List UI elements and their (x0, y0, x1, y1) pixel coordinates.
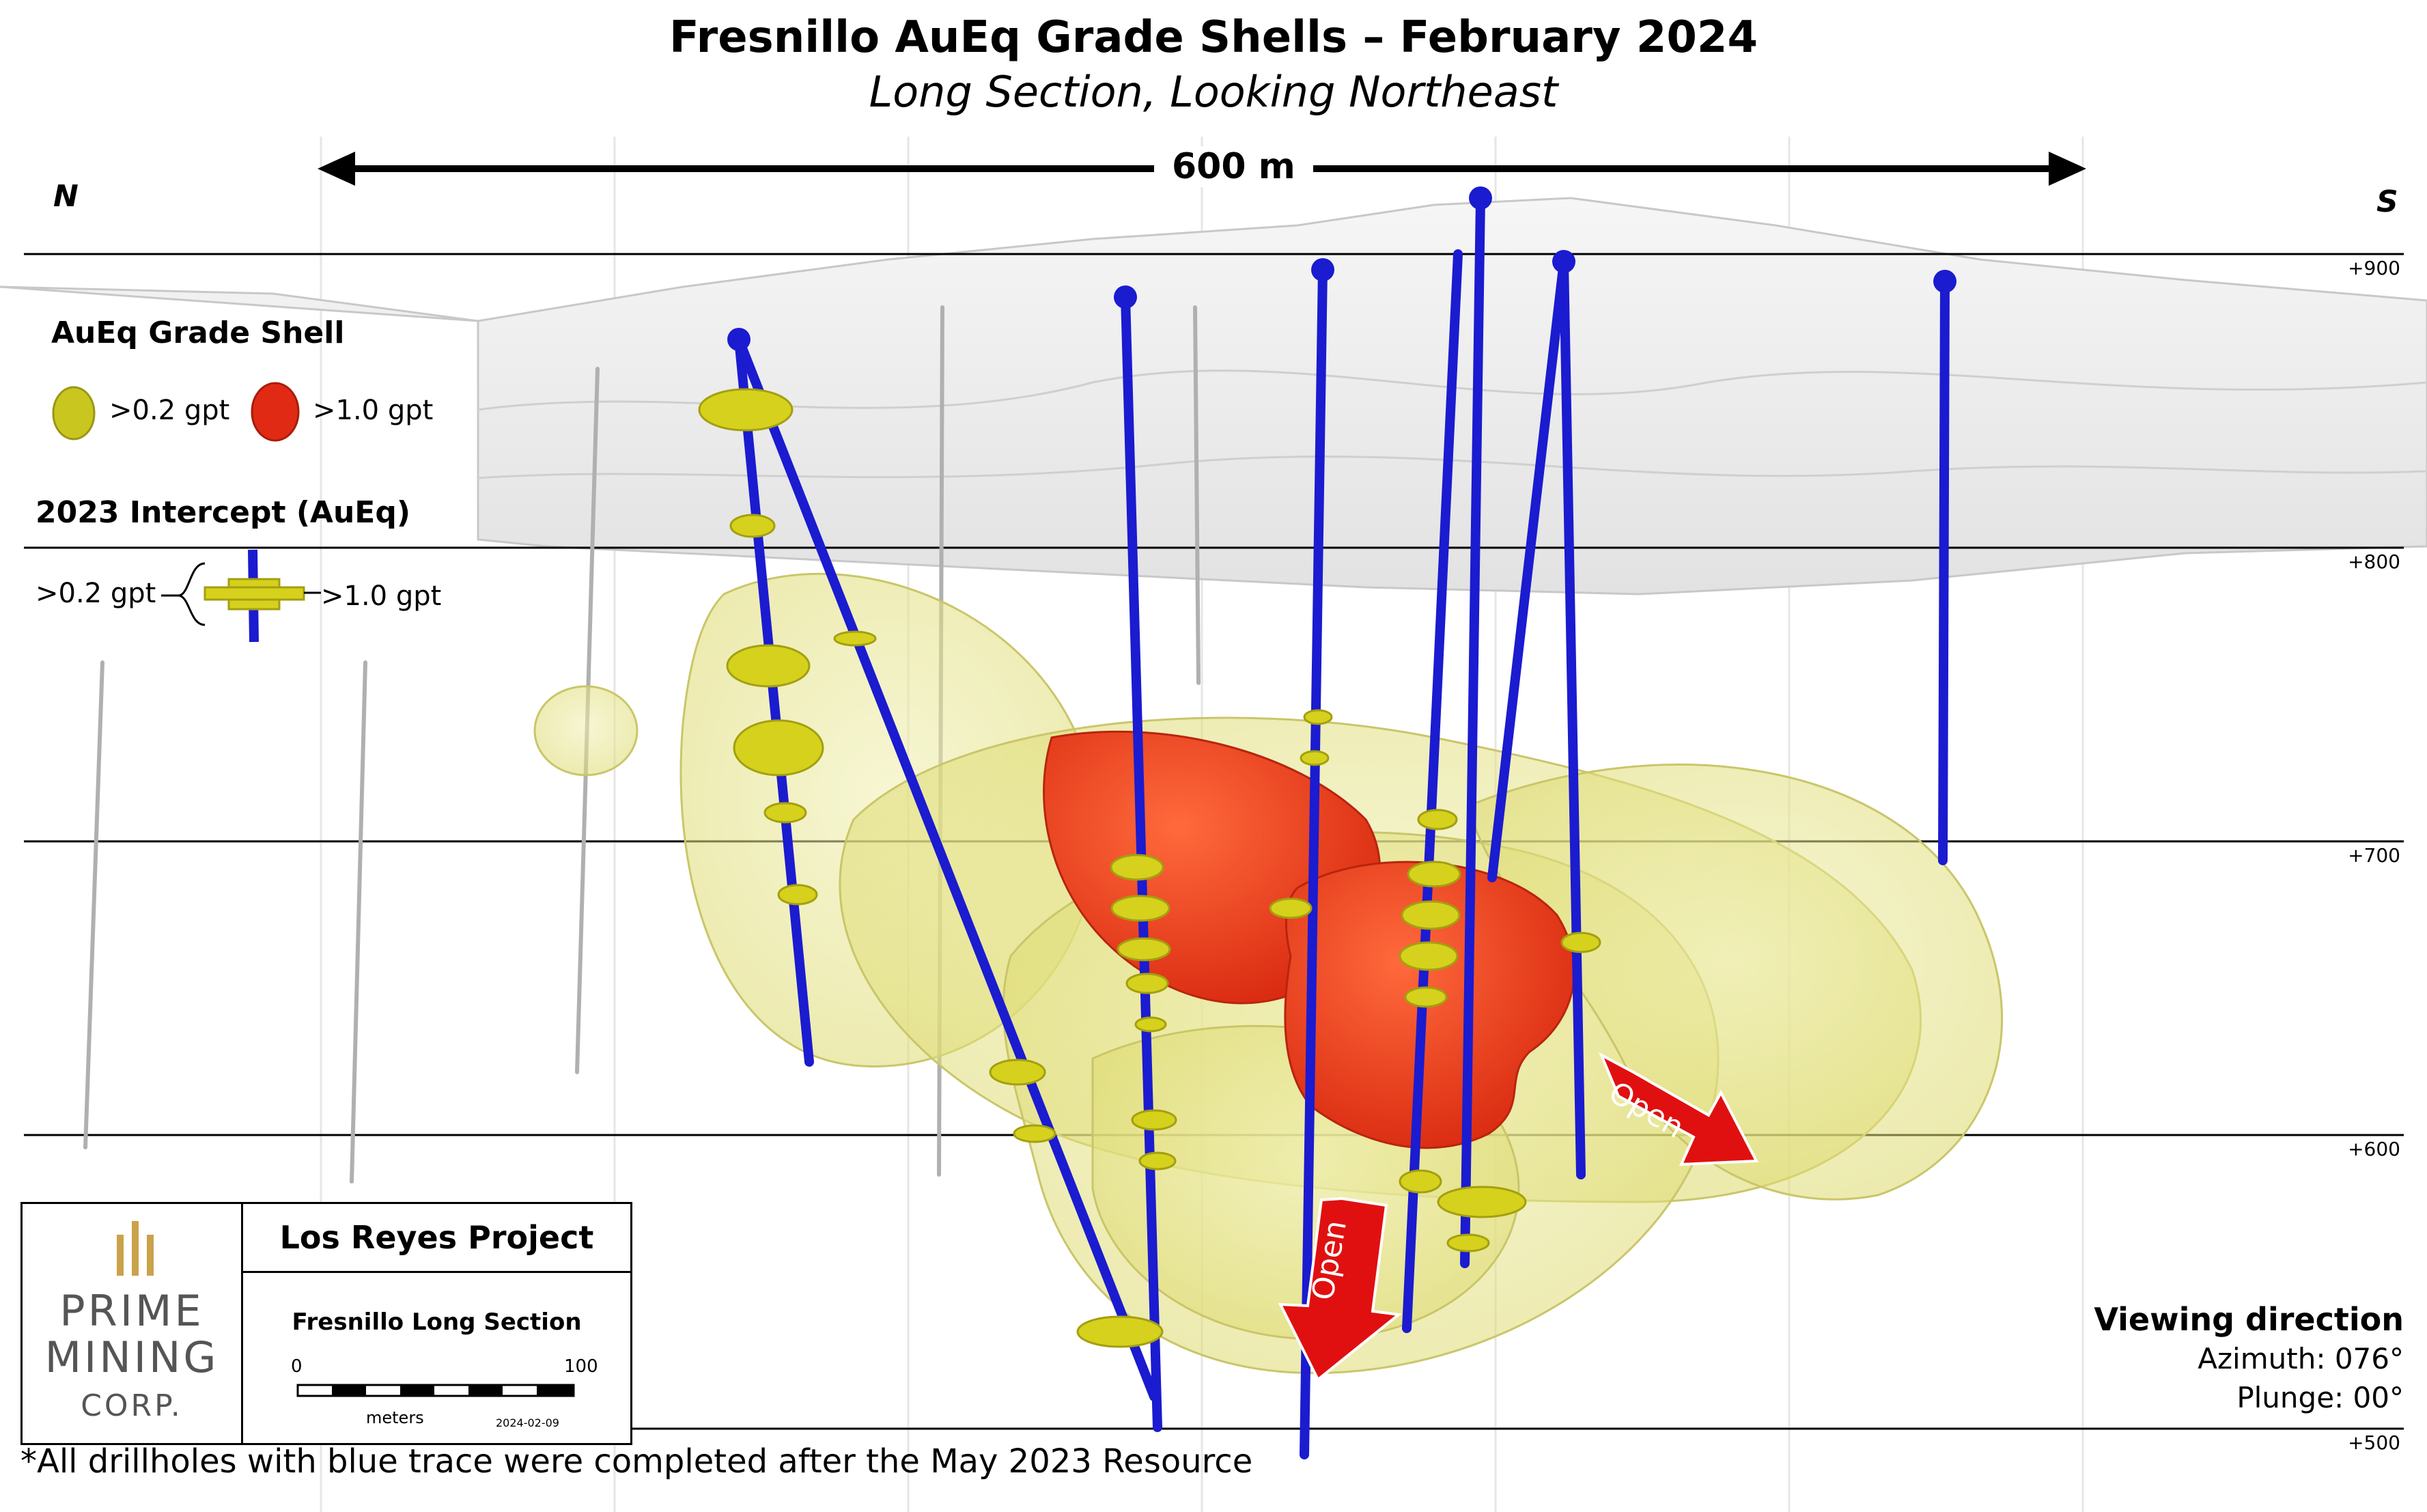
legend-intercept-high: >1.0 gpt (321, 580, 442, 612)
legend-shell-low: >0.2 gpt (109, 395, 230, 426)
legend-shell-heading: AuEq Grade Shell (51, 316, 345, 350)
logo-mark-icon (117, 1221, 154, 1276)
intercept-discs (698, 388, 1601, 1348)
diagram-subtitle: Long Section, Looking Northeast (869, 67, 1558, 117)
scale-min-label: 0 (291, 1356, 303, 1377)
mini-scale-bar (296, 1384, 575, 1397)
scale-max-label: 100 (564, 1356, 598, 1377)
elevation-label-500: +500 (2348, 1431, 2400, 1454)
elevation-label-800: +800 (2348, 550, 2400, 573)
drillhole-collars (727, 186, 1956, 351)
elevation-label-900: +900 (2348, 257, 2400, 279)
legend-intercept-heading: 2023 Intercept (AuEq) (36, 495, 410, 530)
logo-word-mining: MINING (44, 1332, 219, 1382)
elevation-label-600: +600 (2348, 1138, 2400, 1160)
map-date: 2024-02-09 (496, 1416, 559, 1429)
topography-surface (0, 197, 2427, 596)
compass-north-label: N (53, 179, 79, 214)
logo-word-prime: PRIME (59, 1286, 204, 1336)
legend-intercept-low: >0.2 gpt (36, 578, 156, 609)
diagram-title: Fresnillo AuEq Grade Shells – February 2… (669, 12, 1758, 63)
legend-shell-high: >1.0 gpt (313, 395, 434, 426)
viewing-azimuth: Azimuth: 076° (2198, 1342, 2404, 1375)
viewing-direction-heading: Viewing direction (2094, 1301, 2404, 1338)
section-name: Fresnillo Long Section (292, 1308, 582, 1336)
scale-bar-label: 600 m (1154, 146, 1313, 187)
elevation-label-700: +700 (2348, 844, 2400, 867)
company-logo: PRIME MINING CORP. (23, 1204, 243, 1443)
viewing-plunge: Plunge: 00° (2236, 1381, 2404, 1414)
project-info-box: PRIME MINING CORP. Los Reyes Project Fre… (20, 1202, 632, 1445)
scale-unit-label: meters (366, 1408, 424, 1427)
open-arrow-right (1599, 1052, 1759, 1166)
footnote: *All drillholes with blue trace were com… (20, 1442, 1253, 1481)
open-arrow-down (1278, 1196, 1402, 1382)
project-name: Los Reyes Project (243, 1204, 630, 1273)
logo-word-corp: CORP. (81, 1388, 183, 1423)
compass-south-label: S (2376, 184, 2398, 219)
section-panel: Fresnillo Long Section 0 100 meters 2024… (243, 1273, 630, 1443)
legend-symbols (52, 382, 321, 643)
